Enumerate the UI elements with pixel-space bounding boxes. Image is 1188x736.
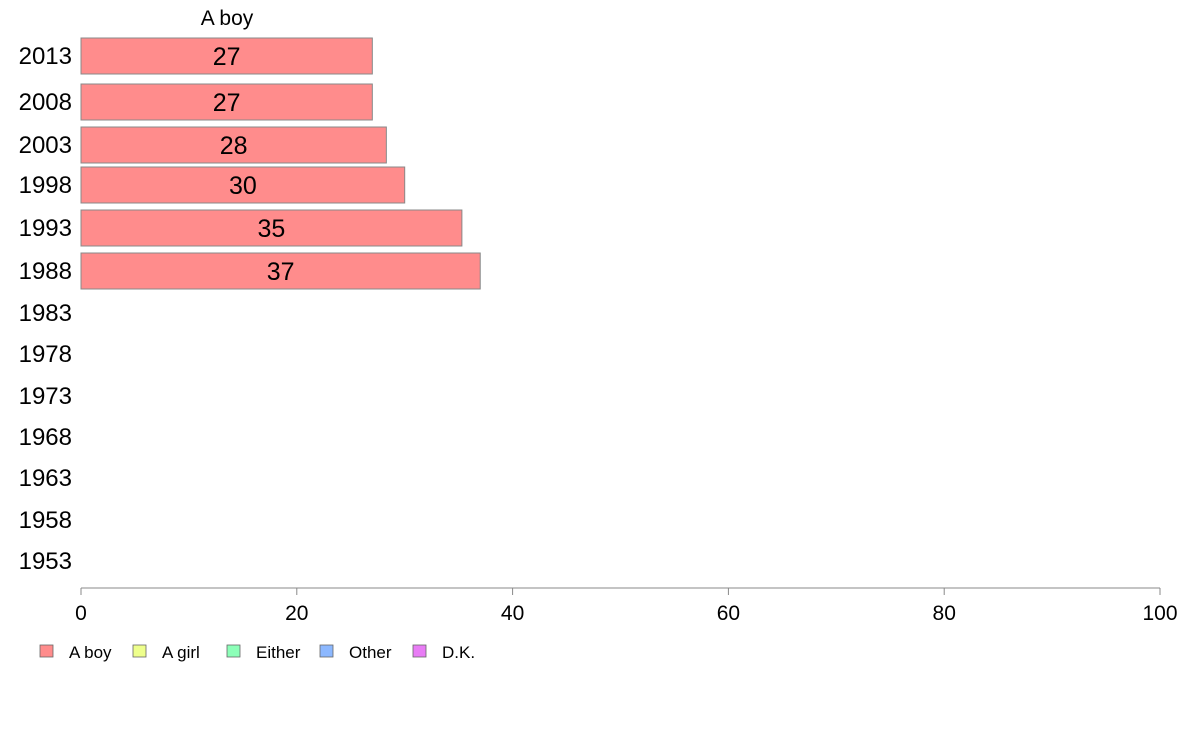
year-label-2008: 2008: [19, 89, 72, 116]
bar-value-1998: 30: [229, 172, 257, 200]
legend-swatch-0: [39, 644, 54, 658]
year-label-1973: 1973: [19, 383, 72, 410]
series-label: A boy: [201, 7, 254, 30]
x-tick-label-60: 60: [717, 602, 740, 625]
year-label-1978: 1978: [19, 341, 72, 368]
bar-2003: [80, 126, 387, 164]
year-label-1958: 1958: [19, 507, 72, 534]
legend: A boy A girl Either Other D.K.: [39, 643, 475, 662]
year-label-2003: 2003: [19, 132, 72, 159]
legend-label-0: A boy: [69, 643, 112, 662]
bar-value-1993: 35: [258, 215, 286, 243]
legend-label-4: D.K.: [442, 643, 475, 662]
year-label-1963: 1963: [19, 465, 72, 492]
year-label-1983: 1983: [19, 300, 72, 327]
bar-1988: [80, 252, 481, 290]
year-label-1968: 1968: [19, 424, 72, 451]
year-labels: 2013 2008 2003 1998 1993 1988 1983 1978 1973 1968…: [19, 43, 72, 575]
year-label-2013: 2013: [19, 43, 72, 70]
legend-swatch-4: [412, 644, 427, 658]
year-label-1993: 1993: [19, 215, 72, 242]
bar-value-1988: 37: [267, 258, 295, 286]
legend-swatch-2: [226, 644, 241, 658]
x-axis: 0 20 40 60 80 100: [75, 587, 1178, 625]
bar-1998: [80, 166, 406, 204]
x-tick-label-20: 20: [285, 602, 308, 625]
bar-value-2003: 28: [220, 132, 248, 160]
legend-label-1: A girl: [162, 643, 200, 662]
year-label-1998: 1998: [19, 172, 72, 199]
legend-label-2: Either: [256, 643, 301, 662]
x-tick-label-100: 100: [1142, 602, 1177, 625]
bar-2013: [80, 37, 373, 75]
bars: [80, 37, 481, 290]
bar-2008: [80, 83, 373, 121]
x-tick-label-0: 0: [75, 602, 87, 625]
legend-label-3: Other: [349, 643, 392, 662]
legend-swatch-1: [132, 644, 147, 658]
bar-value-2013: 27: [213, 43, 241, 71]
bar-1993: [80, 209, 463, 247]
bar-value-2008: 27: [213, 89, 241, 117]
x-tick-label-40: 40: [501, 602, 524, 625]
legend-swatch-3: [319, 644, 334, 658]
year-label-1953: 1953: [19, 548, 72, 575]
year-label-1988: 1988: [19, 258, 72, 285]
x-tick-label-80: 80: [933, 602, 956, 625]
